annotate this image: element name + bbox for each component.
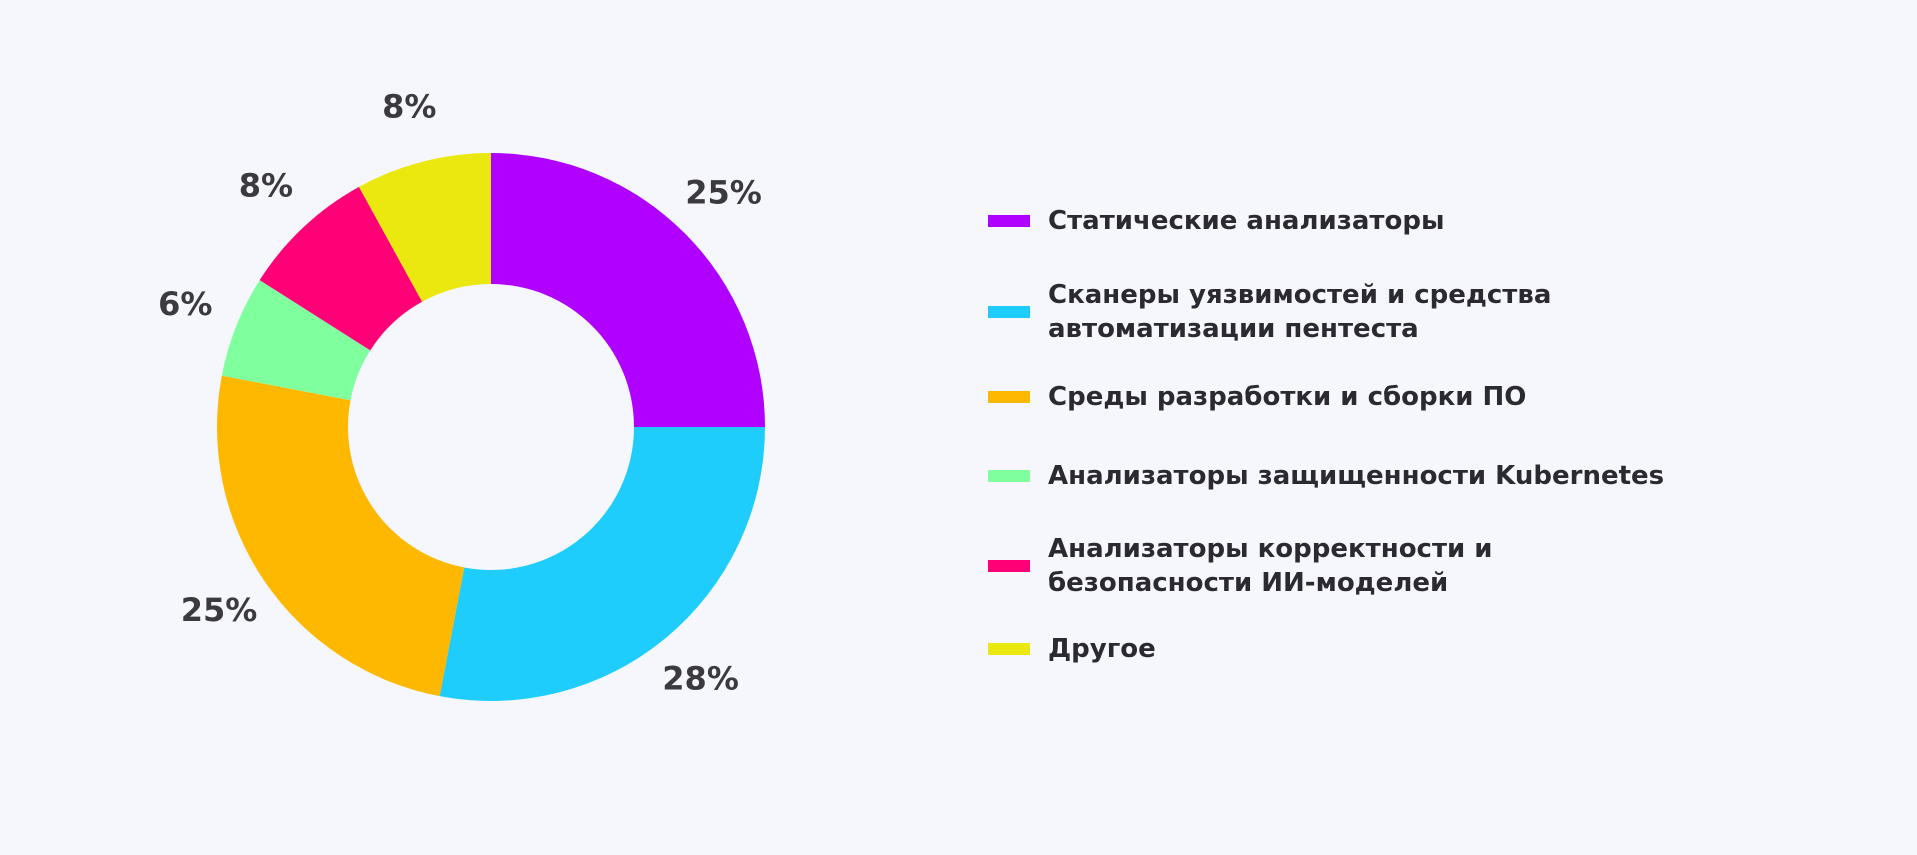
value-label: 8% [239, 166, 293, 204]
legend-swatch [988, 470, 1030, 482]
value-label: 6% [158, 285, 212, 323]
value-label: 25% [181, 591, 258, 629]
donut-slice [216, 375, 465, 697]
donut-slice [259, 186, 423, 351]
legend-swatch [988, 306, 1030, 318]
donut-slice [439, 427, 765, 701]
donut-slice [221, 280, 371, 401]
legend-item: Другое [988, 632, 1156, 666]
legend-swatch [988, 560, 1030, 572]
legend-label: Анализаторы корректности и безопасности … [1048, 534, 1493, 598]
legend-item: Анализаторы корректности и безопасности … [988, 532, 1493, 600]
value-label: 8% [382, 88, 436, 126]
legend-label: Анализаторы защищенности Kubernetes [1048, 461, 1665, 491]
legend-swatch [988, 215, 1030, 227]
value-label: 28% [662, 659, 739, 697]
value-label: 25% [685, 174, 762, 212]
legend-swatch [988, 643, 1030, 655]
legend-item: Анализаторы защищенности Kubernetes [988, 459, 1664, 493]
legend-swatch [988, 391, 1030, 403]
donut-slice [358, 153, 491, 302]
legend-label: Сканеры уязвимостей и средства автоматиз… [1048, 280, 1552, 344]
donut-slice [491, 153, 765, 427]
legend-item: Статические анализаторы [988, 204, 1444, 238]
legend-label: Среды разработки и сборки ПО [1048, 382, 1527, 412]
legend-item: Среды разработки и сборки ПО [988, 380, 1526, 414]
legend-item: Сканеры уязвимостей и средства автоматиз… [988, 278, 1551, 346]
legend-label: Другое [1048, 634, 1156, 664]
legend-label: Статические анализаторы [1048, 206, 1445, 236]
